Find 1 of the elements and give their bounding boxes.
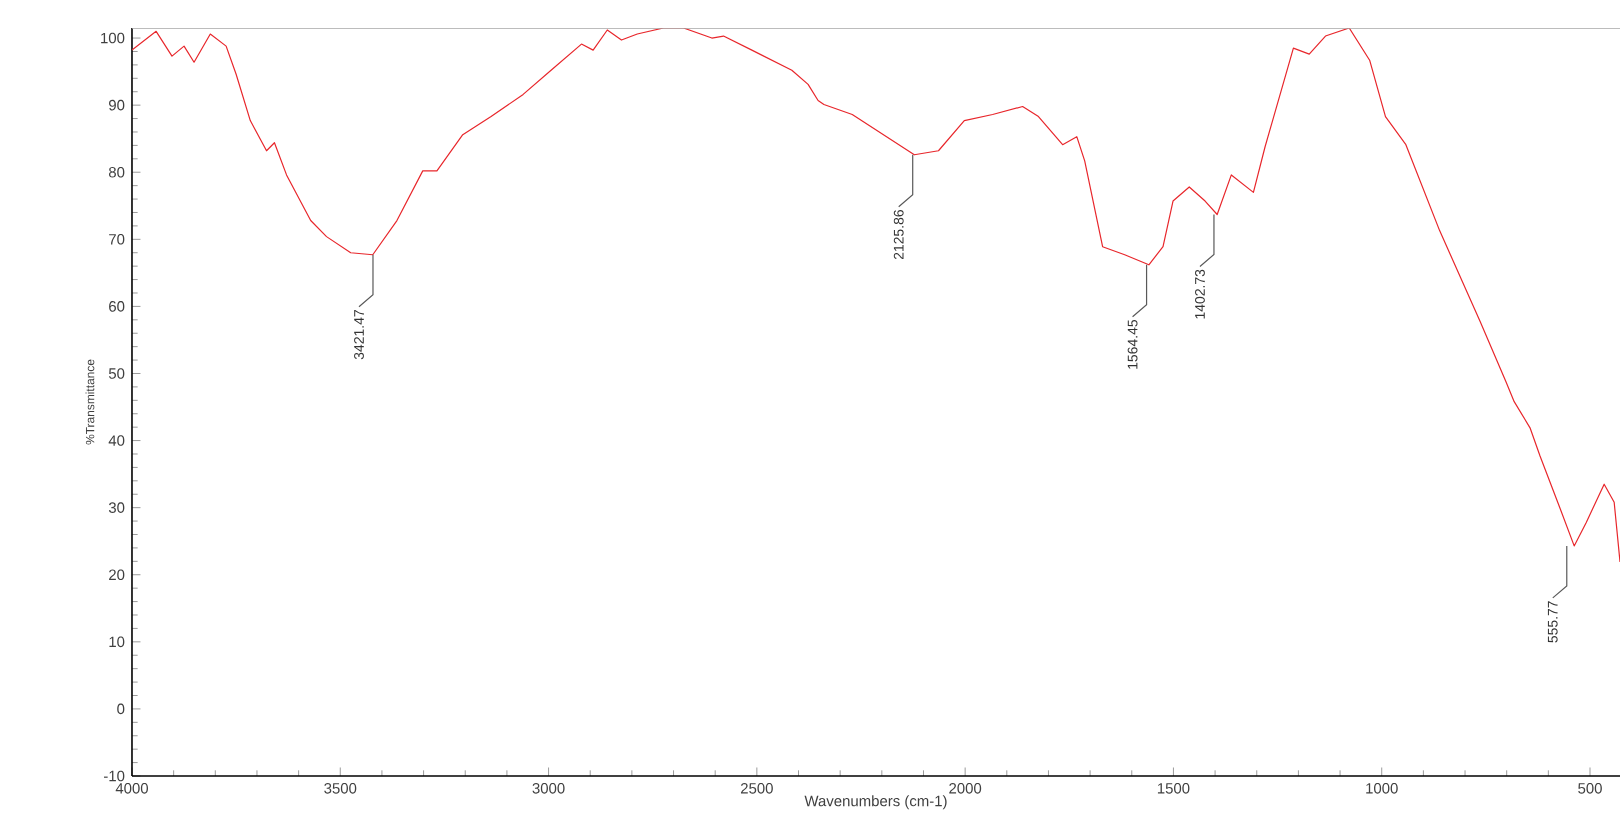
line-series <box>131 27 1620 563</box>
